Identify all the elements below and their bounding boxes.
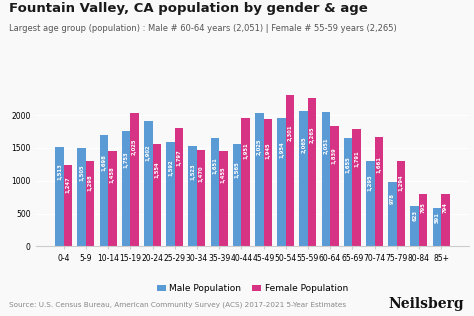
Text: 1,247: 1,247	[65, 177, 71, 193]
Bar	[366, 161, 374, 246]
Text: 795: 795	[420, 202, 426, 213]
Text: 1,698: 1,698	[101, 154, 106, 171]
Text: 1,797: 1,797	[176, 149, 182, 166]
Bar	[433, 208, 441, 246]
Bar	[175, 128, 183, 246]
Text: 2,265: 2,265	[310, 126, 315, 143]
Text: 1,458: 1,458	[110, 166, 115, 183]
Text: 1,505: 1,505	[79, 164, 84, 181]
Text: 1,945: 1,945	[265, 142, 270, 159]
Bar	[286, 95, 294, 246]
Text: 1,554: 1,554	[154, 161, 159, 178]
Text: 1,592: 1,592	[168, 160, 173, 176]
Bar	[122, 131, 130, 246]
Bar	[255, 113, 264, 246]
Text: 1,470: 1,470	[199, 166, 204, 182]
Bar	[352, 129, 361, 246]
Bar	[197, 150, 205, 246]
Bar	[344, 138, 352, 246]
Text: Fountain Valley, CA population by gender & age: Fountain Valley, CA population by gender…	[9, 2, 368, 15]
Bar	[374, 137, 383, 246]
Text: 1,513: 1,513	[57, 163, 62, 180]
Text: 2,051: 2,051	[323, 137, 328, 154]
Bar	[441, 194, 449, 246]
Bar	[210, 138, 219, 246]
Text: 978: 978	[390, 193, 395, 204]
Bar	[144, 121, 153, 246]
Text: 2,025: 2,025	[257, 138, 262, 155]
Legend: Male Population, Female Population: Male Population, Female Population	[153, 281, 352, 297]
Bar	[100, 135, 108, 246]
Bar	[86, 161, 94, 246]
Bar	[330, 125, 338, 246]
Text: 794: 794	[443, 202, 448, 213]
Text: 1,455: 1,455	[221, 167, 226, 183]
Bar	[64, 165, 72, 246]
Bar	[300, 111, 308, 246]
Text: 1,902: 1,902	[146, 144, 151, 161]
Text: 1,655: 1,655	[346, 156, 351, 173]
Text: 1,839: 1,839	[332, 148, 337, 164]
Bar	[264, 118, 272, 246]
Text: 1,954: 1,954	[279, 142, 284, 158]
Bar	[219, 151, 228, 246]
Bar	[322, 112, 330, 246]
Text: 623: 623	[412, 210, 417, 221]
Text: 1,753: 1,753	[124, 152, 128, 168]
Bar	[419, 194, 428, 246]
Bar	[410, 205, 419, 246]
Bar	[153, 144, 161, 246]
Bar	[189, 146, 197, 246]
Text: 1,523: 1,523	[190, 163, 195, 180]
Bar	[388, 182, 397, 246]
Text: 1,298: 1,298	[88, 174, 92, 191]
Text: Largest age group (population) : Male # 60-64 years (2,051) | Female # 55-59 yea: Largest age group (population) : Male # …	[9, 24, 397, 33]
Text: 1,651: 1,651	[212, 157, 218, 173]
Text: 2,065: 2,065	[301, 137, 306, 153]
Bar	[108, 151, 117, 246]
Bar	[277, 118, 286, 246]
Text: Source: U.S. Census Bureau, American Community Survey (ACS) 2017-2021 5-Year Est: Source: U.S. Census Bureau, American Com…	[9, 301, 346, 308]
Bar	[233, 143, 241, 246]
Text: 2,301: 2,301	[287, 125, 292, 141]
Text: 591: 591	[434, 212, 439, 223]
Bar	[130, 113, 139, 246]
Text: 1,951: 1,951	[243, 142, 248, 159]
Bar	[308, 98, 316, 246]
Bar	[77, 148, 86, 246]
Text: 1,565: 1,565	[235, 161, 239, 178]
Text: 1,294: 1,294	[399, 174, 403, 191]
Bar	[397, 161, 405, 246]
Text: 2,025: 2,025	[132, 138, 137, 155]
Bar	[241, 118, 250, 246]
Text: 1,661: 1,661	[376, 156, 381, 173]
Text: Neilsberg: Neilsberg	[389, 297, 465, 311]
Text: 1,295: 1,295	[368, 174, 373, 191]
Text: 1,791: 1,791	[354, 150, 359, 167]
Bar	[55, 147, 64, 246]
Bar	[166, 142, 175, 246]
